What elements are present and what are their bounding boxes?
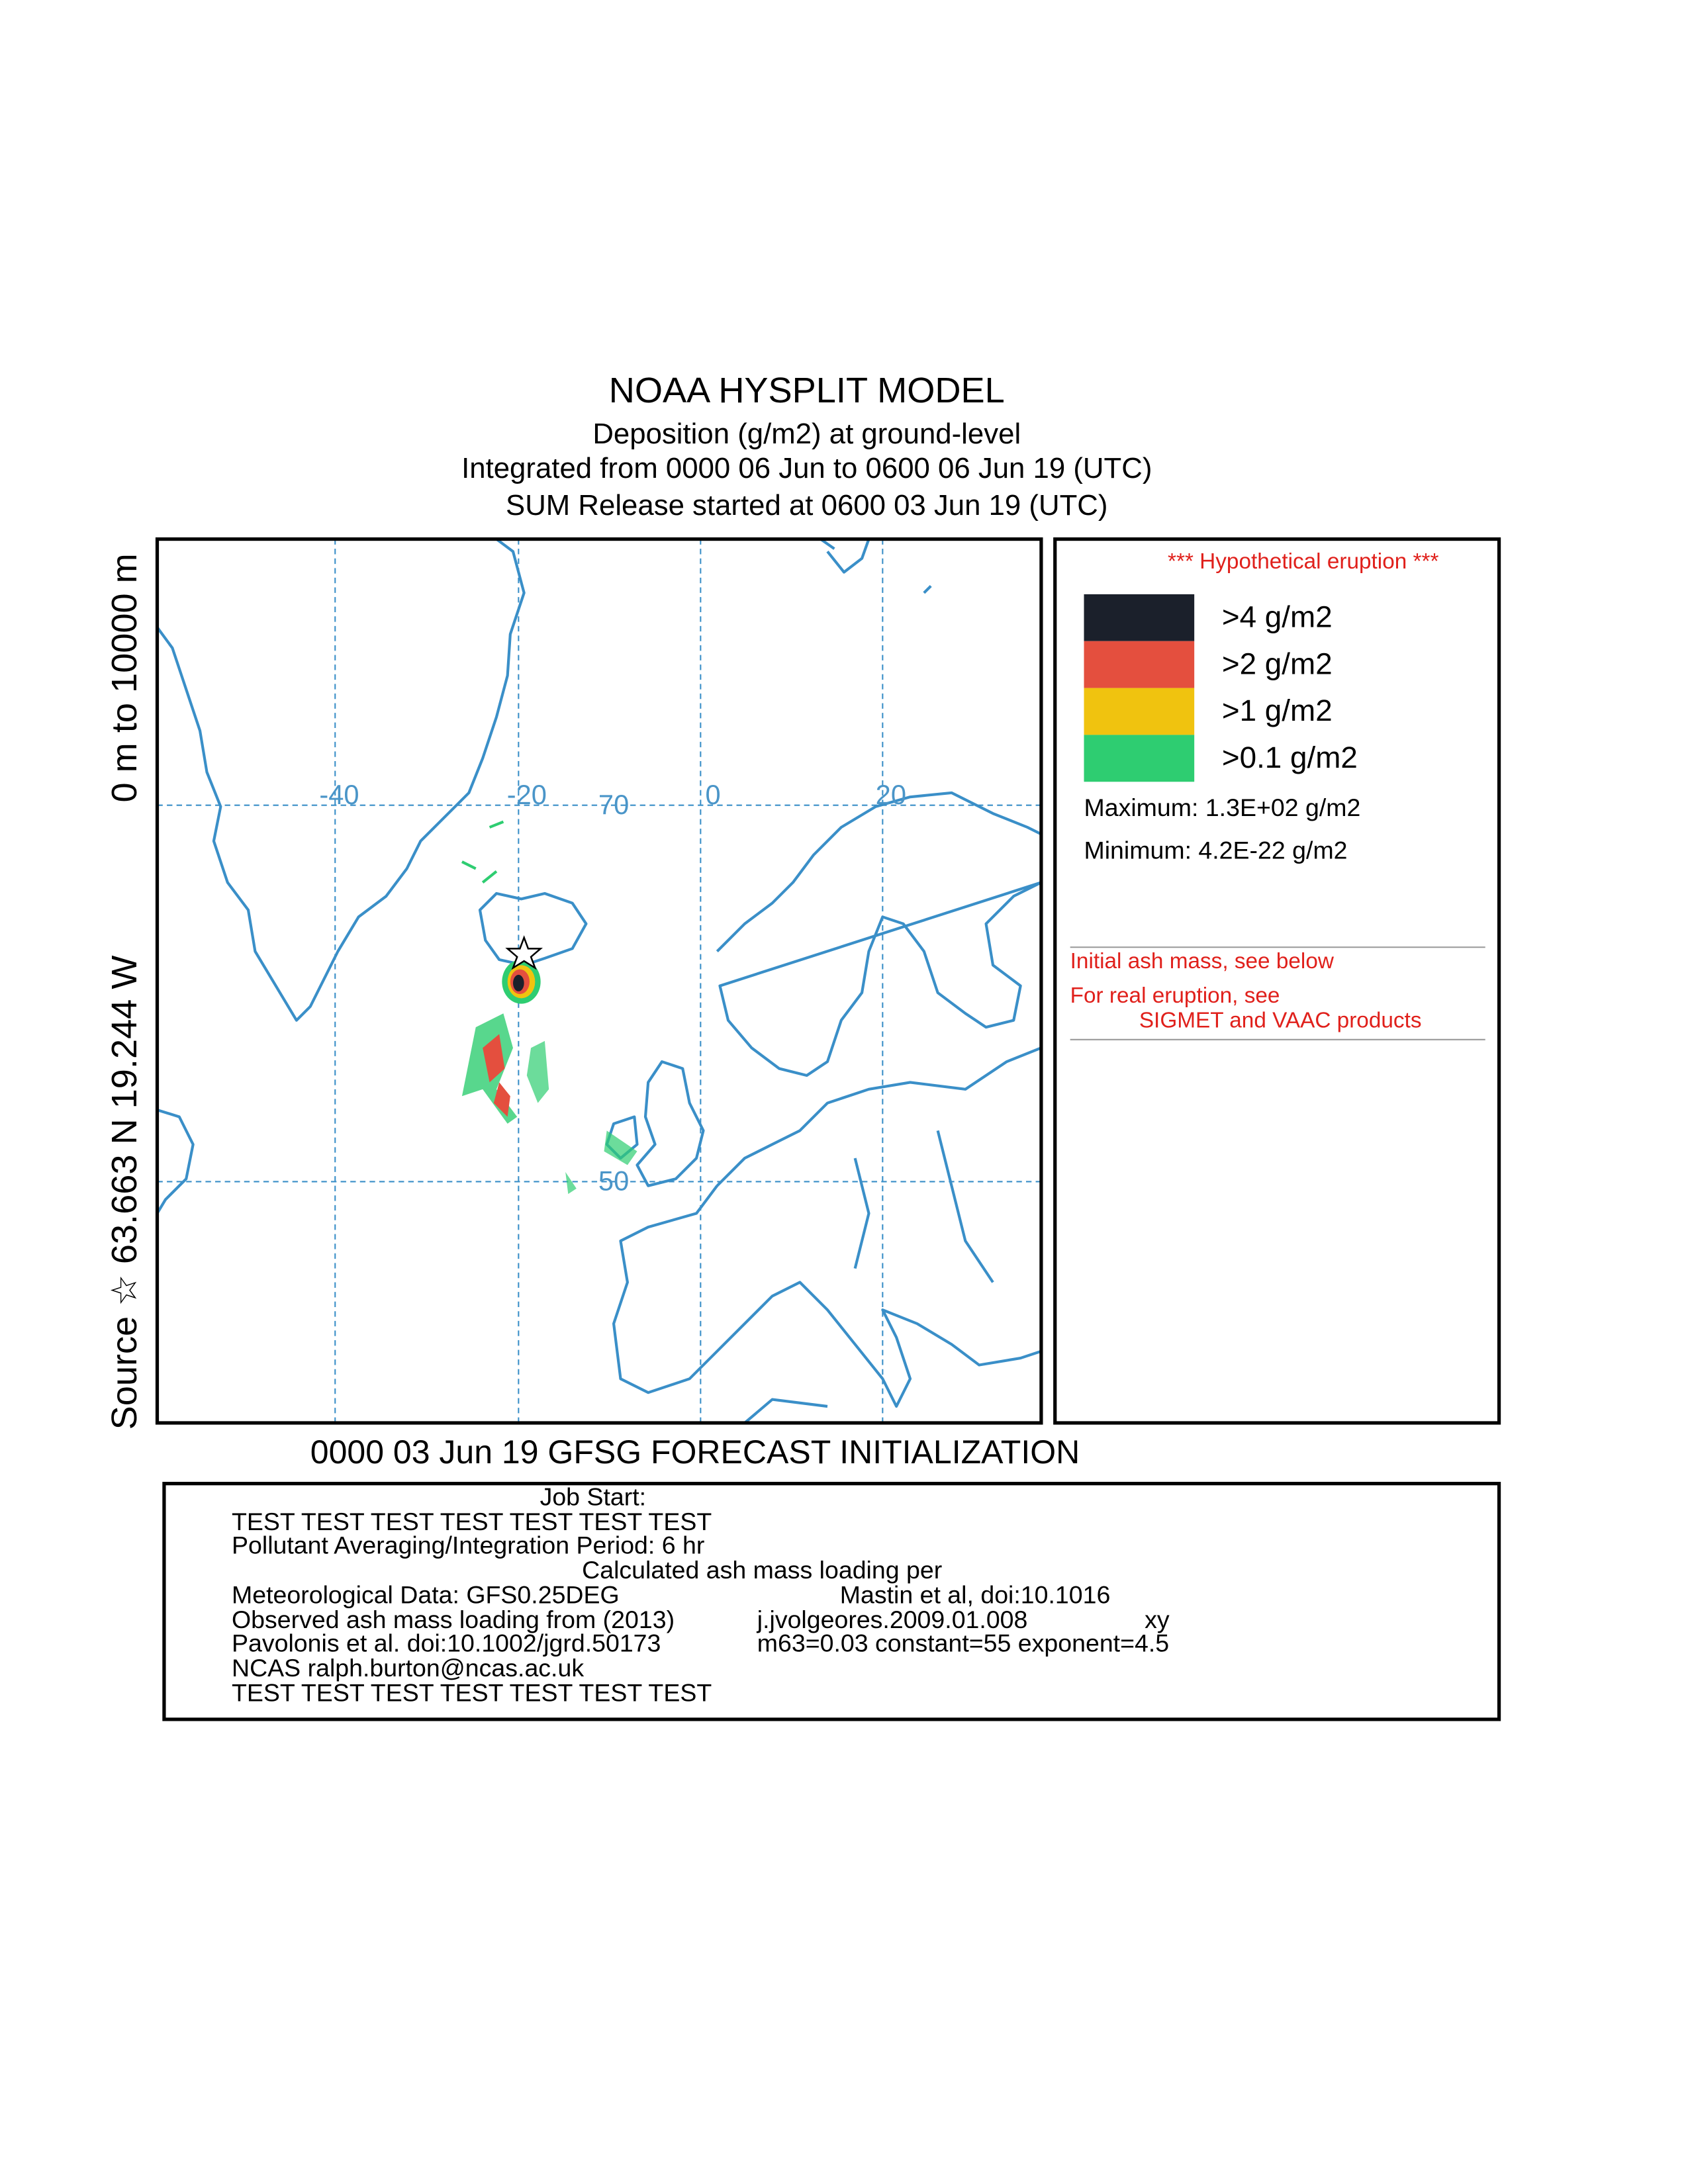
source-star	[505, 935, 543, 970]
info-line: Pavolonis et al. doi:10.1002/jgrd.50173	[232, 1629, 661, 1657]
info-line: Job Start:	[540, 1482, 647, 1510]
legend-label: >0.1 g/m2	[1222, 741, 1358, 774]
info-line: NCAS ralph.burton@ncas.ac.uk	[232, 1654, 584, 1682]
info-box: Job Start:TEST TEST TEST TEST TEST TEST …	[162, 1482, 1501, 1721]
info-line: xy	[1145, 1606, 1170, 1633]
minimum: Minimum: 4.2E-22 g/m2	[1084, 836, 1348, 864]
grid-label: -40	[319, 779, 359, 810]
info-line: TEST TEST TEST TEST TEST TEST TEST	[232, 1508, 712, 1535]
remark: For real eruption, see	[1070, 983, 1280, 1008]
subtitle: Deposition (g/m2) at ground-level	[592, 418, 1021, 450]
map-frame	[155, 537, 1043, 1425]
grid-label: 70	[598, 789, 629, 820]
greenland	[157, 539, 526, 1022]
maximum: Maximum: 1.3E+02 g/m2	[1084, 794, 1361, 821]
remark: Initial ash mass, see below	[1070, 949, 1335, 974]
info-line: Mastin et al, doi:10.1016	[840, 1580, 1111, 1608]
legend-swatch	[1084, 594, 1195, 641]
initialization: 0000 03 Jun 19 GFSG FORECAST INITIALIZAT…	[310, 1433, 1080, 1471]
legend-swatch	[1084, 735, 1195, 782]
legend-frame	[1053, 537, 1501, 1425]
legend: *** Hypothetical eruption *** Maximum: 1…	[1053, 537, 1501, 1425]
grid-label: 50	[598, 1165, 629, 1197]
info-line: TEST TEST TEST TEST TEST TEST TEST	[232, 1678, 712, 1706]
legend-swatch	[1084, 641, 1195, 688]
info-line: j.jvolgeores.2009.01.008	[757, 1606, 1028, 1633]
legend-label: >4 g/m2	[1222, 600, 1333, 634]
remark: SIGMET and VAAC products	[1139, 1009, 1422, 1033]
legend-label: >1 g/m2	[1222, 694, 1333, 727]
grid-label: 20	[876, 779, 906, 810]
info-line: m63=0.03 constant=55 exponent=4.5	[757, 1629, 1169, 1657]
europe	[612, 1046, 1041, 1423]
iceland	[478, 891, 588, 967]
grid-label: -20	[507, 779, 547, 810]
info-frame	[162, 1482, 1501, 1721]
info-line: Pollutant Averaging/Integration Period: …	[232, 1531, 704, 1559]
map: -40 -20 70 0 20 50	[155, 537, 1043, 1425]
info-line: Calculated ash mass loading per	[582, 1556, 942, 1584]
info-line: Observed ash mass loading from (2013)	[232, 1606, 675, 1633]
canada-coast	[157, 1109, 195, 1214]
subtitle: SUM Release started at 0600 03 Jun 19 (U…	[506, 489, 1107, 522]
title: NOAA HYSPLIT MODEL	[609, 371, 1005, 410]
ash-plume	[461, 820, 637, 1195]
info-line: Meteorological Data: GFS0.25DEG	[232, 1580, 620, 1608]
legend-label: >2 g/m2	[1222, 647, 1333, 680]
scandinavia	[716, 791, 1041, 1077]
height-label: 0 m to 10000 m	[105, 553, 144, 802]
source-label: Source ☆ 63.663 N 19.244 W	[105, 956, 144, 1430]
subtitle: Integrated from 0000 06 Jun to 0600 06 J…	[461, 452, 1152, 484]
grid-label: 0	[705, 779, 720, 810]
legend-swatch	[1084, 688, 1195, 735]
arctic-islands	[820, 539, 932, 594]
legend-note: *** Hypothetical eruption ***	[1168, 549, 1438, 574]
